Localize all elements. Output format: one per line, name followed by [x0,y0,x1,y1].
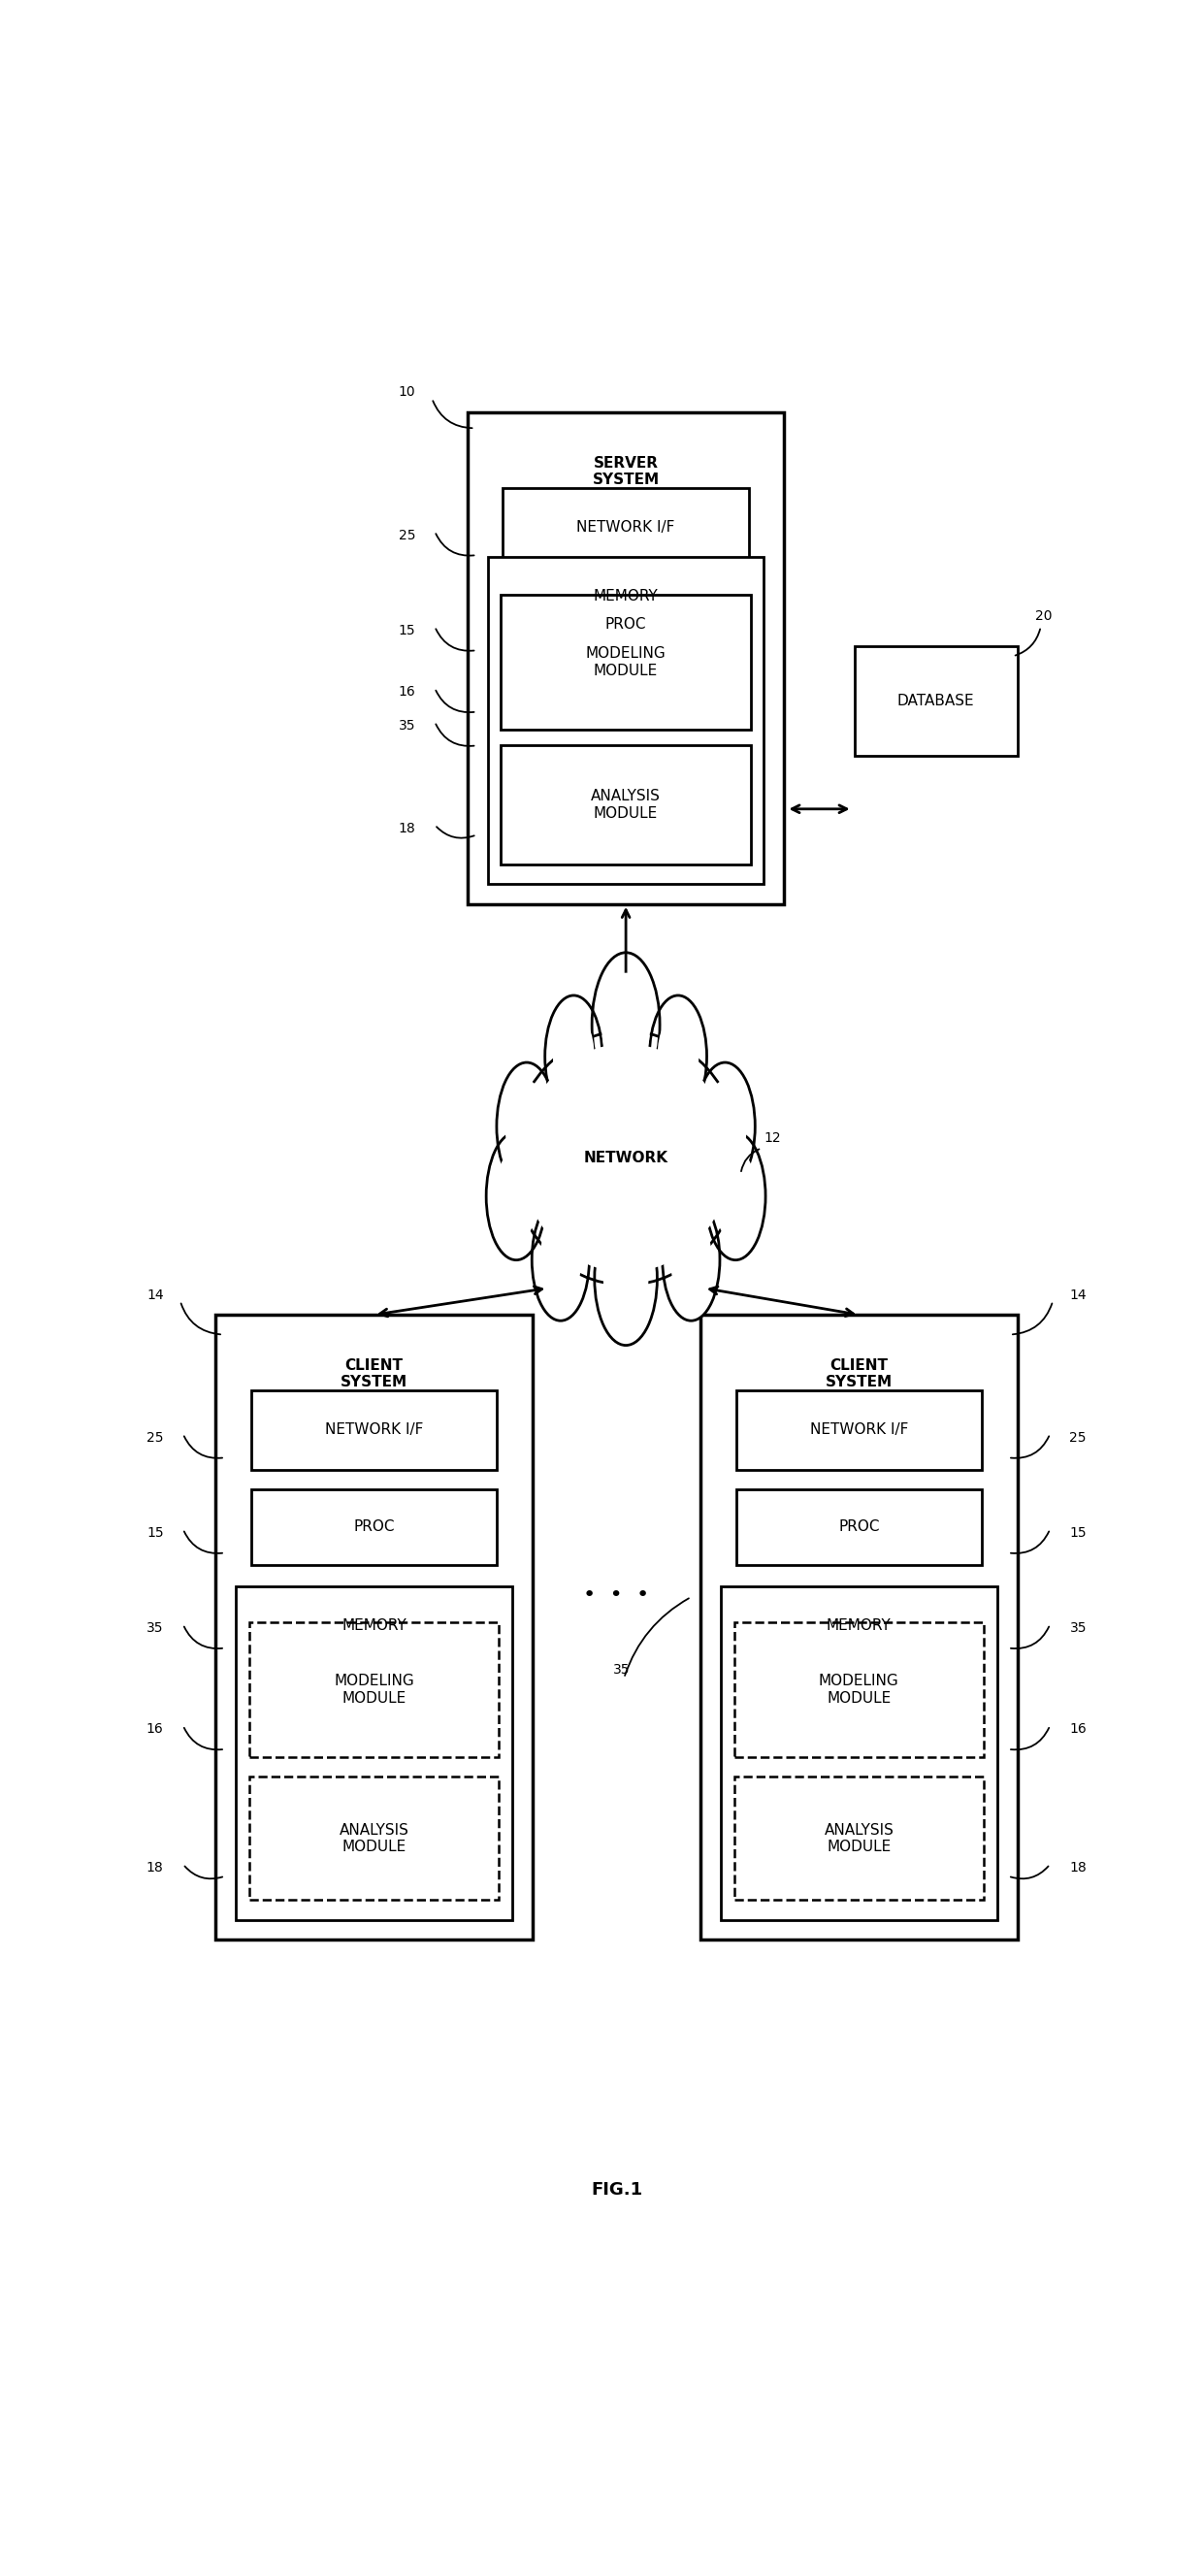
Text: 14: 14 [1069,1288,1086,1301]
Circle shape [695,1061,755,1190]
Text: 35: 35 [398,719,415,732]
FancyBboxPatch shape [236,1587,512,1919]
FancyBboxPatch shape [215,1314,533,1940]
FancyBboxPatch shape [736,1489,982,1564]
Text: 20: 20 [1035,611,1053,623]
Text: 35: 35 [1069,1620,1086,1636]
Text: 16: 16 [147,1723,164,1736]
Text: MEMORY: MEMORY [593,590,658,603]
FancyBboxPatch shape [251,1391,497,1468]
Text: MODELING
MODULE: MODELING MODULE [334,1674,414,1705]
FancyBboxPatch shape [503,587,749,662]
Text: ANALYSIS
MODULE: ANALYSIS MODULE [591,788,660,822]
Text: PROC: PROC [605,618,646,631]
Text: 18: 18 [1069,1862,1086,1875]
Text: ANALYSIS
MODULE: ANALYSIS MODULE [824,1824,894,1855]
FancyBboxPatch shape [503,487,749,567]
Circle shape [505,1079,549,1172]
Text: 35: 35 [612,1664,629,1677]
Text: MEMORY: MEMORY [826,1618,891,1633]
Text: PROC: PROC [354,1520,395,1535]
Circle shape [602,974,651,1077]
Circle shape [553,1012,594,1100]
Ellipse shape [511,1030,741,1285]
FancyBboxPatch shape [488,556,764,884]
Circle shape [650,994,707,1118]
Circle shape [545,994,603,1118]
Text: NETWORK I/F: NETWORK I/F [810,1422,908,1437]
Text: MEMORY: MEMORY [342,1618,407,1633]
Circle shape [594,1213,657,1345]
Ellipse shape [521,1043,730,1273]
Circle shape [670,1216,712,1303]
Circle shape [657,1012,699,1100]
Circle shape [592,953,659,1097]
Text: 16: 16 [1069,1723,1086,1736]
Text: 15: 15 [398,623,415,636]
Text: 35: 35 [147,1620,164,1636]
Circle shape [705,1133,765,1260]
Circle shape [663,1198,719,1321]
FancyBboxPatch shape [251,1489,497,1564]
Text: 16: 16 [398,685,415,698]
Text: NETWORK: NETWORK [583,1151,668,1164]
Text: ANALYSIS
MODULE: ANALYSIS MODULE [339,1824,409,1855]
Circle shape [532,1198,589,1321]
FancyBboxPatch shape [467,412,784,904]
Text: MODELING
MODULE: MODELING MODULE [819,1674,899,1705]
Text: FIG.1: FIG.1 [591,2182,642,2197]
Text: PROC: PROC [838,1520,879,1535]
Text: CLIENT
SYSTEM: CLIENT SYSTEM [825,1358,893,1391]
FancyBboxPatch shape [700,1314,1018,1940]
Text: 25: 25 [1069,1430,1086,1445]
Circle shape [704,1079,747,1172]
Circle shape [494,1149,538,1242]
Circle shape [497,1061,557,1190]
Text: NETWORK I/F: NETWORK I/F [576,520,675,536]
FancyBboxPatch shape [734,1777,984,1901]
FancyBboxPatch shape [854,647,1018,755]
Text: 14: 14 [147,1288,164,1301]
Circle shape [713,1149,757,1242]
Text: 15: 15 [1069,1525,1086,1540]
Text: 18: 18 [147,1862,164,1875]
Text: 15: 15 [147,1525,164,1540]
Text: CLIENT
SYSTEM: CLIENT SYSTEM [340,1358,408,1391]
Circle shape [604,1231,648,1327]
FancyBboxPatch shape [500,744,751,866]
Text: •  •  •: • • • [583,1584,650,1605]
FancyBboxPatch shape [249,1623,499,1757]
Text: NETWORK I/F: NETWORK I/F [325,1422,423,1437]
Text: MODELING
MODULE: MODELING MODULE [586,647,666,677]
Text: 25: 25 [398,528,415,541]
Circle shape [486,1133,546,1260]
FancyBboxPatch shape [721,1587,997,1919]
Text: SERVER
SYSTEM: SERVER SYSTEM [592,456,659,487]
FancyBboxPatch shape [249,1777,499,1901]
FancyBboxPatch shape [500,595,751,729]
FancyBboxPatch shape [734,1623,984,1757]
Text: DATABASE: DATABASE [897,693,974,708]
Text: 10: 10 [398,386,415,399]
Text: 18: 18 [398,822,415,835]
FancyBboxPatch shape [736,1391,982,1468]
Text: 12: 12 [764,1131,781,1144]
Circle shape [540,1216,581,1303]
Text: 25: 25 [147,1430,164,1445]
